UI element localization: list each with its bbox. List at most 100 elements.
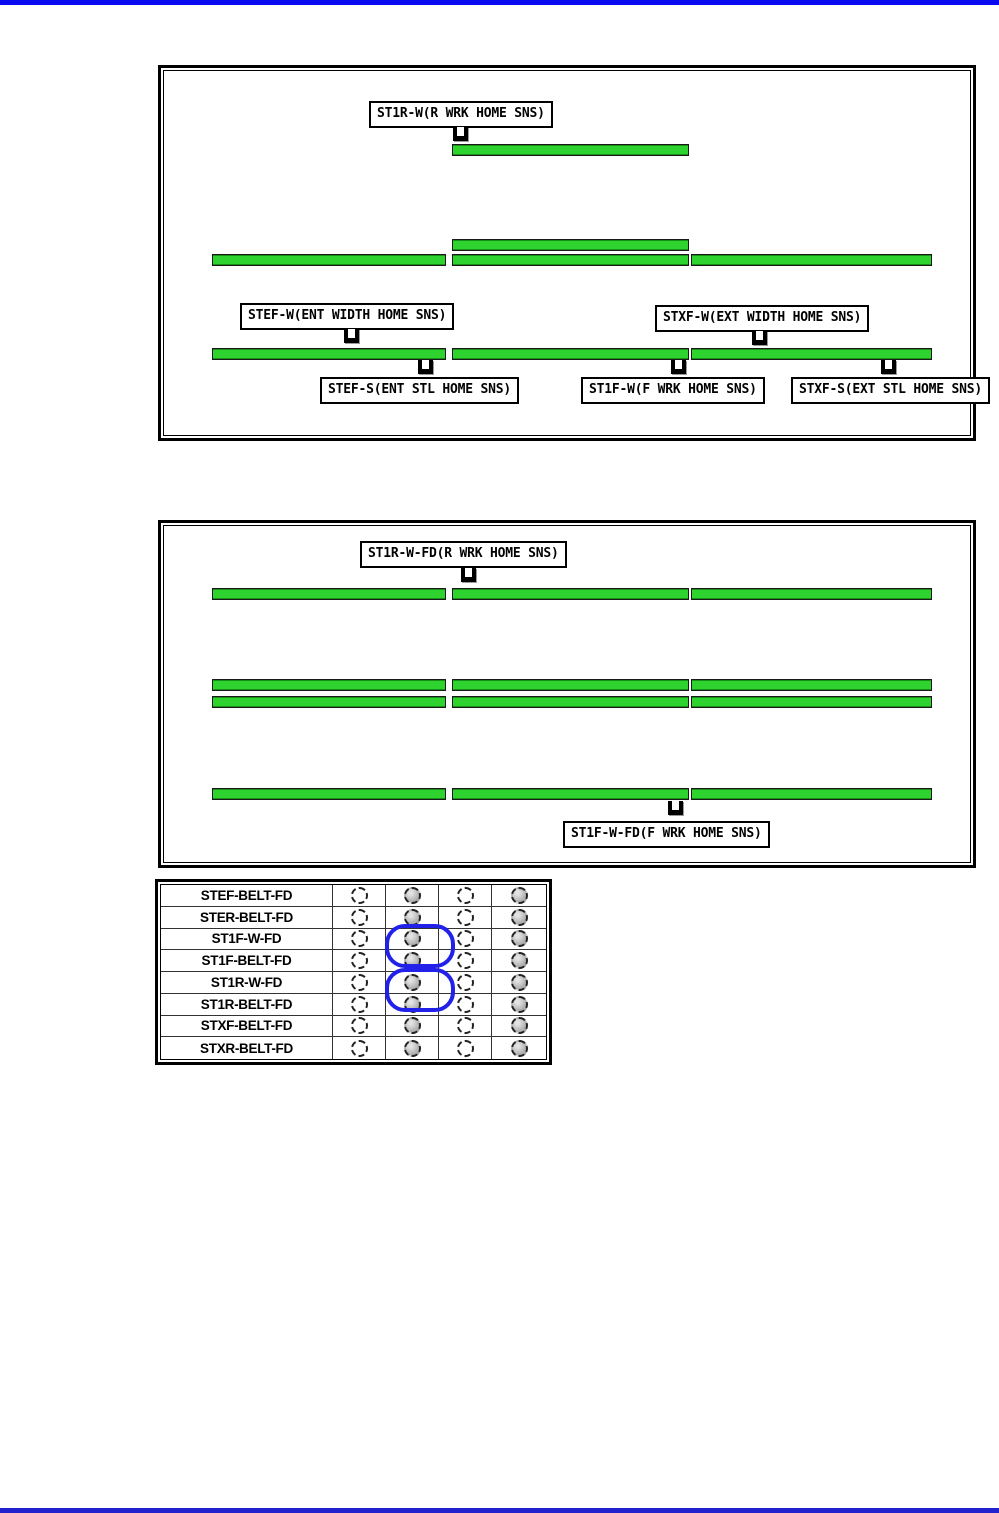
conveyor-bar bbox=[212, 696, 446, 708]
status-cell bbox=[439, 972, 492, 993]
status-cell bbox=[492, 929, 546, 950]
conveyor-bar bbox=[452, 588, 689, 600]
status-cell bbox=[492, 972, 546, 993]
conveyor-bar bbox=[691, 696, 932, 708]
status-indicator bbox=[510, 952, 528, 970]
status-cell bbox=[439, 928, 492, 950]
status-cell bbox=[386, 1037, 439, 1059]
status-cell bbox=[333, 972, 386, 993]
status-cell bbox=[333, 950, 386, 971]
conveyor-bar bbox=[212, 254, 446, 266]
status-indicator bbox=[350, 1017, 368, 1035]
status-indicator bbox=[510, 886, 528, 904]
top-blue-rule bbox=[0, 0, 999, 5]
home-sensor-icon bbox=[453, 127, 468, 141]
status-cell bbox=[492, 950, 546, 971]
home-sensor-icon bbox=[671, 360, 686, 374]
status-indicator bbox=[510, 973, 528, 991]
status-cell bbox=[386, 885, 439, 906]
conveyor-bar bbox=[212, 679, 446, 691]
home-sensor-icon bbox=[668, 801, 683, 815]
status-indicator bbox=[403, 1039, 421, 1057]
status-indicator bbox=[456, 973, 474, 991]
status-indicator bbox=[510, 908, 528, 926]
status-indicator bbox=[350, 886, 368, 904]
home-sensor-icon bbox=[752, 331, 767, 345]
conveyor-bar bbox=[691, 588, 932, 600]
status-cell bbox=[439, 906, 492, 928]
sensor-label: ST1F-W-FD(F WRK HOME SNS) bbox=[563, 821, 770, 848]
table-row: STEF-BELT-FD bbox=[161, 885, 546, 907]
status-indicator bbox=[456, 952, 474, 970]
row-label: STXR-BELT-FD bbox=[161, 1037, 333, 1059]
diagram-1-panel: ST1R-W(R WRK HOME SNS) STEF-W(ENT WIDTH … bbox=[158, 65, 991, 441]
status-indicator bbox=[350, 952, 368, 970]
home-sensor-icon bbox=[344, 329, 359, 343]
status-indicator bbox=[510, 1039, 528, 1057]
row-label: ST1F-BELT-FD bbox=[161, 950, 333, 971]
sensor-label: ST1F-W(F WRK HOME SNS) bbox=[581, 377, 765, 404]
status-indicator bbox=[350, 973, 368, 991]
status-indicator bbox=[510, 930, 528, 948]
sensor-label: STEF-W(ENT WIDTH HOME SNS) bbox=[240, 303, 455, 330]
status-cell bbox=[492, 994, 546, 1015]
status-indicator bbox=[350, 908, 368, 926]
sensor-label: STEF-S(ENT STL HOME SNS) bbox=[320, 377, 520, 404]
diagram-1-canvas: ST1R-W(R WRK HOME SNS) STEF-W(ENT WIDTH … bbox=[163, 70, 991, 436]
conveyor-bar bbox=[212, 788, 446, 800]
conveyor-bar bbox=[452, 348, 689, 360]
status-cell bbox=[492, 1037, 546, 1059]
status-cell bbox=[386, 906, 439, 928]
status-indicator bbox=[350, 930, 368, 948]
highlight-ellipse bbox=[385, 924, 455, 968]
status-indicator bbox=[456, 1039, 474, 1057]
table-row: ST1F-BELT-FD bbox=[161, 950, 546, 972]
sensor-label: ST1R-W-FD(R WRK HOME SNS) bbox=[360, 541, 567, 568]
status-indicator bbox=[403, 886, 421, 904]
status-cell bbox=[333, 885, 386, 906]
conveyor-bar bbox=[691, 788, 932, 800]
row-label: ST1R-W-FD bbox=[161, 972, 333, 993]
io-status-table: STEF-BELT-FD STER-BELT-FD ST1F-W-FD bbox=[155, 879, 552, 1065]
sensor-label: ST1R-W(R WRK HOME SNS) bbox=[369, 101, 553, 128]
conveyor-bar bbox=[452, 788, 689, 800]
status-cell bbox=[439, 950, 492, 971]
table-row: ST1F-W-FD bbox=[161, 928, 546, 951]
conveyor-bar bbox=[452, 254, 689, 266]
sensor-label: STXF-S(EXT STL HOME SNS) bbox=[791, 377, 991, 404]
sensor-label: STXF-W(EXT WIDTH HOME SNS) bbox=[655, 305, 870, 332]
conveyor-bar bbox=[691, 679, 932, 691]
conveyor-bar bbox=[212, 348, 446, 360]
status-cell bbox=[439, 993, 492, 1015]
status-indicator bbox=[403, 1017, 421, 1035]
status-cell bbox=[333, 906, 386, 928]
status-cell bbox=[492, 1016, 546, 1037]
row-label: ST1F-W-FD bbox=[161, 928, 333, 950]
row-label: STER-BELT-FD bbox=[161, 906, 333, 928]
conveyor-bar bbox=[691, 254, 932, 266]
home-sensor-icon bbox=[418, 360, 433, 374]
conveyor-bar bbox=[452, 679, 689, 691]
row-label: ST1R-BELT-FD bbox=[161, 993, 333, 1015]
status-indicator bbox=[456, 886, 474, 904]
table-row: ST1R-BELT-FD bbox=[161, 993, 546, 1016]
status-indicator bbox=[350, 995, 368, 1013]
status-cell bbox=[439, 1037, 492, 1059]
bottom-blue-rule bbox=[0, 1508, 999, 1513]
status-cell bbox=[386, 1015, 439, 1037]
status-indicator bbox=[456, 908, 474, 926]
status-cell bbox=[333, 1015, 386, 1037]
diagram-2-panel: ST1R-W-FD(R WRK HOME SNS) ST1F-W-FD(F WR… bbox=[158, 520, 976, 868]
status-cell bbox=[333, 928, 386, 950]
status-indicator bbox=[510, 995, 528, 1013]
conveyor-bar bbox=[212, 588, 446, 600]
status-cell bbox=[492, 885, 546, 906]
conveyor-bar bbox=[691, 348, 932, 360]
table-row: STER-BELT-FD bbox=[161, 906, 546, 929]
status-indicator bbox=[456, 930, 474, 948]
status-cell bbox=[333, 1037, 386, 1059]
status-indicator bbox=[456, 1017, 474, 1035]
table-row: STXF-BELT-FD bbox=[161, 1015, 546, 1038]
status-indicator bbox=[456, 995, 474, 1013]
status-cell bbox=[439, 885, 492, 906]
